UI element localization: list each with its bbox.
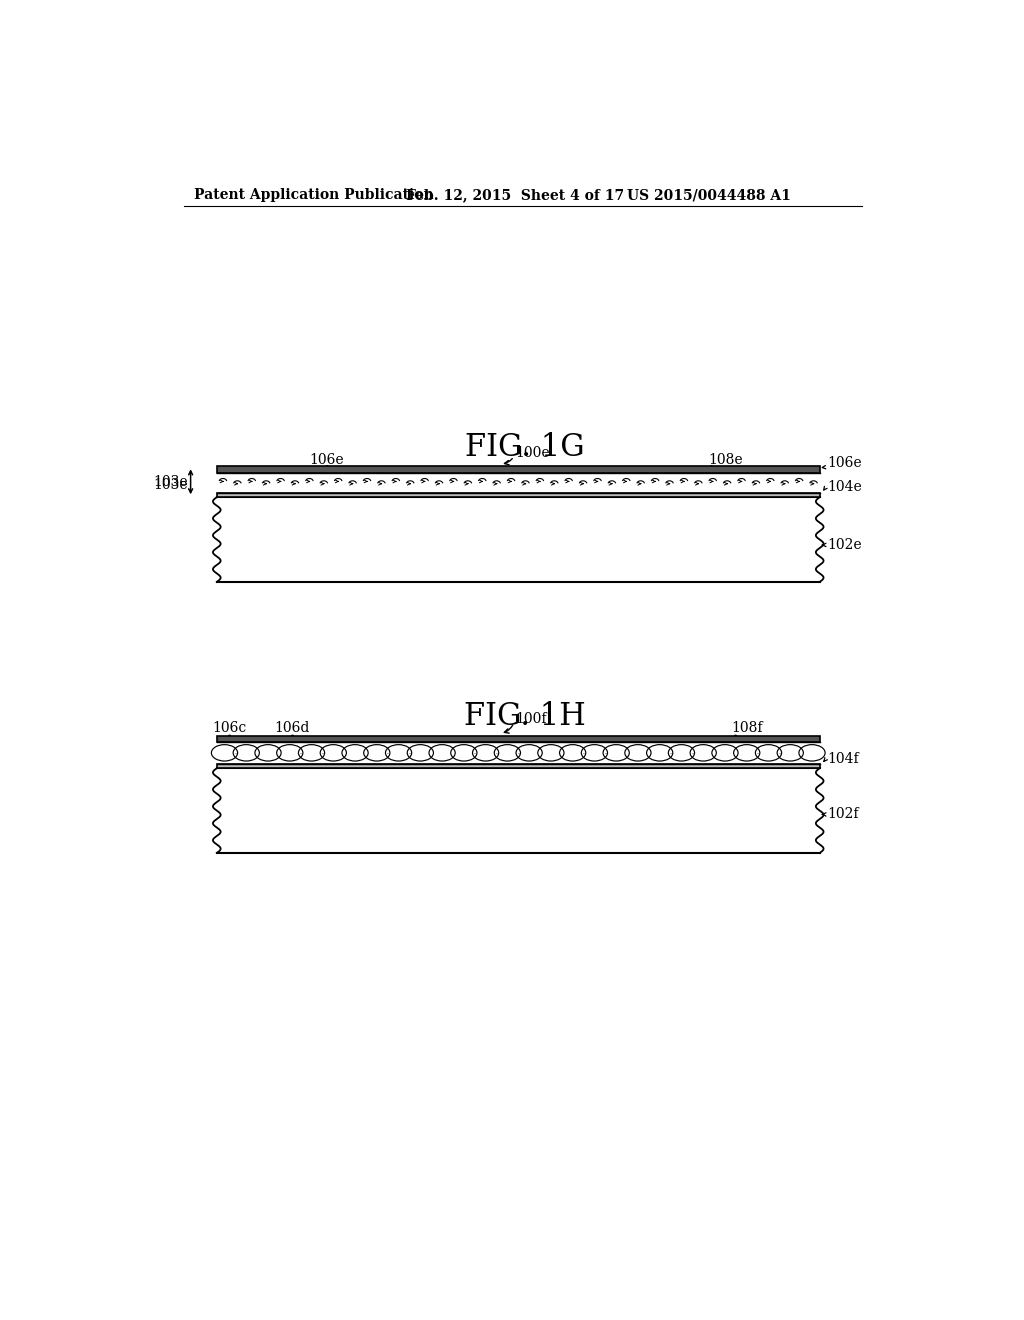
Text: Patent Application Publication: Patent Application Publication <box>194 189 433 202</box>
Text: 106e: 106e <box>309 453 344 467</box>
Text: 106c: 106c <box>212 721 246 735</box>
Text: Feb. 12, 2015  Sheet 4 of 17: Feb. 12, 2015 Sheet 4 of 17 <box>407 189 625 202</box>
Bar <box>217 473 819 492</box>
Bar <box>217 737 819 742</box>
Text: 103e: 103e <box>153 475 187 488</box>
Text: 106e: 106e <box>827 457 862 470</box>
Bar <box>217 466 819 473</box>
Text: 104f: 104f <box>827 752 859 766</box>
Text: 100e: 100e <box>515 446 550 459</box>
Text: US 2015/0044488 A1: US 2015/0044488 A1 <box>628 189 792 202</box>
Text: 108e: 108e <box>708 453 742 467</box>
Text: 102e: 102e <box>827 539 862 552</box>
Bar <box>217 763 819 768</box>
Text: 103e: 103e <box>153 478 187 492</box>
Bar <box>217 742 819 763</box>
Bar <box>217 492 819 498</box>
Text: 104e: 104e <box>827 480 862 494</box>
Text: 100f: 100f <box>515 711 547 726</box>
Text: FIG. 1G: FIG. 1G <box>465 432 585 462</box>
Text: FIG. 1H: FIG. 1H <box>464 701 586 733</box>
Text: 108f: 108f <box>731 721 763 735</box>
Text: 106d: 106d <box>274 721 310 735</box>
Text: 102f: 102f <box>827 808 859 821</box>
